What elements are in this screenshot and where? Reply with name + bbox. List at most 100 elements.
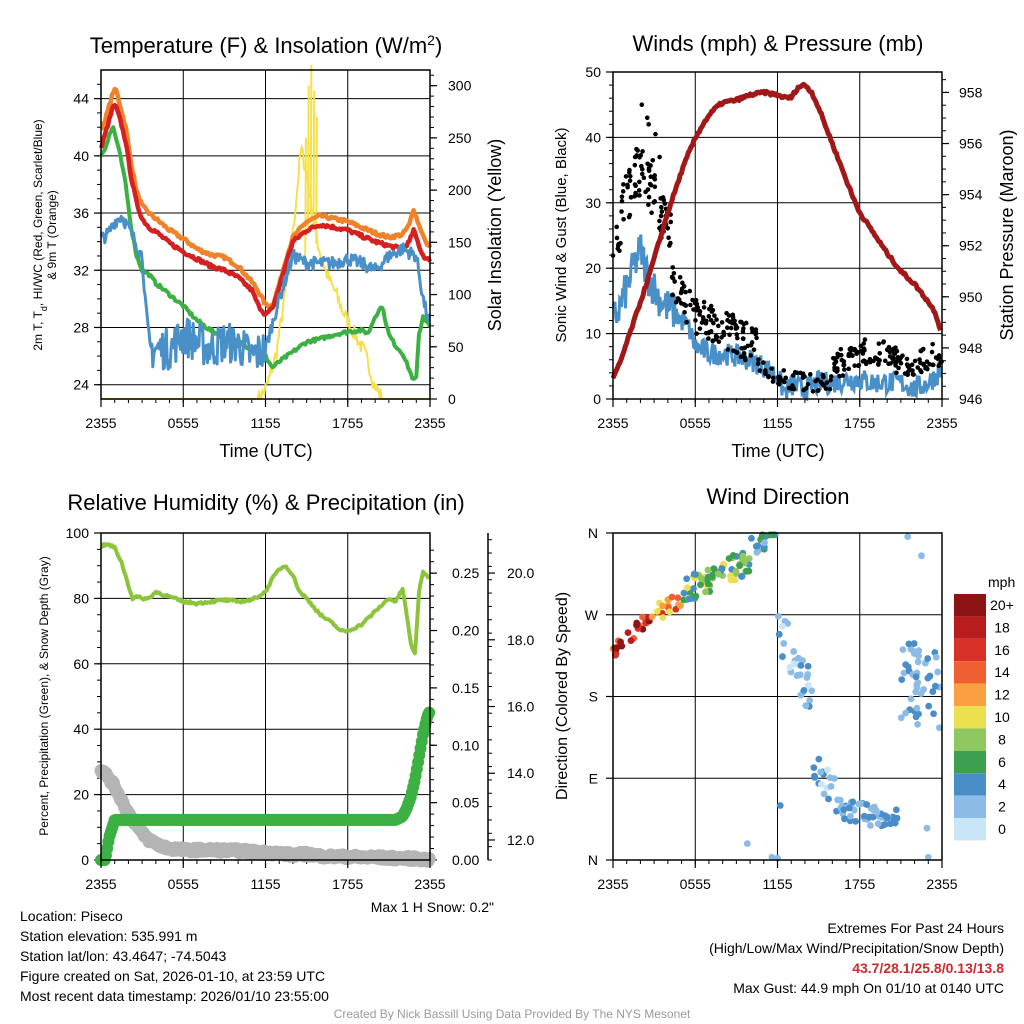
precip-y-tick-label: 0.10 (452, 737, 479, 753)
gust-point (749, 340, 755, 345)
gust-point (740, 336, 746, 341)
gust-point (693, 318, 698, 323)
speed-legend-swatch (954, 683, 986, 706)
wind-direction-point (774, 612, 782, 620)
gust-point (862, 337, 868, 342)
gust-point (770, 379, 776, 384)
gust-point (846, 366, 852, 372)
speed-legend-label: 0 (998, 821, 1006, 837)
temp-y2-tick-label: 50 (448, 339, 464, 355)
gust-point (714, 317, 719, 322)
gust-point (716, 323, 721, 329)
gust-point (751, 347, 757, 353)
gust-point (619, 198, 625, 204)
gust-point (876, 341, 882, 346)
wind-direction-point (804, 662, 812, 670)
wind-direction-point (830, 775, 838, 782)
gust-point (706, 336, 711, 341)
gust-point (917, 357, 922, 362)
gust-point (835, 351, 840, 357)
gust-point (833, 359, 839, 365)
dir-x-tick-label: 1155 (762, 876, 792, 892)
gust-point (827, 386, 833, 392)
rh-y-axis-label: Percent, Precipitation (Green), & Snow D… (37, 556, 51, 835)
wind-direction-point (902, 709, 910, 717)
wind-direction-point (932, 653, 940, 661)
temp-y-axis-label-line2: & 9m T (Orange) (45, 190, 59, 280)
gust-point (816, 388, 821, 393)
wind-direction-point (666, 608, 674, 616)
wind-direction-point (702, 588, 709, 596)
gust-point (697, 312, 702, 317)
gust-point (743, 320, 749, 326)
gust-point (783, 375, 789, 381)
speed-legend-label: 2 (998, 799, 1006, 815)
temp-x-tick-label: 1155 (250, 415, 280, 431)
gust-point (831, 355, 836, 361)
gust-point (738, 354, 744, 360)
station-pressure-line (610, 81, 943, 380)
gust-point (694, 306, 700, 311)
gust-point (893, 345, 898, 350)
wind-direction-point (897, 714, 905, 722)
gust-point (730, 315, 736, 320)
dir-x-tick-label: 2355 (597, 876, 628, 892)
gust-point (712, 313, 717, 318)
gust-point (734, 332, 740, 337)
gust-point (910, 368, 915, 373)
solar-spike (315, 116, 318, 244)
humidity-chart: 0 20 40 60 80 100 0.00 0.05 0.10 0.15 0.20 0.25 12.0… (37, 490, 534, 915)
rh-chart-title: Relative Humidity (%) & Precipitation (i… (67, 490, 464, 515)
gust-point (680, 280, 685, 286)
gust-point (646, 122, 651, 127)
wind-direction-point (867, 822, 874, 829)
wind-direction-point (800, 686, 808, 694)
temp-series-9m-t (100, 86, 433, 310)
recent-data-text: Most recent data timestamp: 2026/01/10 2… (20, 988, 329, 1004)
gust-point (876, 362, 881, 367)
wind-direction-point (668, 593, 676, 601)
gust-point (646, 165, 652, 171)
wind-direction-point (627, 637, 635, 645)
gust-point (632, 182, 638, 187)
gust-point (671, 270, 677, 276)
temp-y-tick-label: 40 (73, 148, 89, 164)
gust-point (661, 197, 667, 203)
gust-point (763, 370, 768, 375)
wind-direction-point (697, 575, 705, 583)
wind-direction-point (617, 638, 625, 646)
wind-direction-point (817, 780, 825, 788)
wind-direction-point (690, 585, 697, 592)
wind-direction-point (934, 668, 942, 676)
gust-point (929, 349, 935, 355)
gust-point (667, 243, 672, 248)
wind-direction-point (794, 671, 802, 679)
wind-direction-point (873, 808, 881, 816)
gust-point (909, 362, 915, 367)
speed-legend-label: 18 (994, 619, 1010, 635)
wind-direction-point (914, 658, 922, 666)
wind-direction-point (892, 806, 900, 814)
wind-direction-point (811, 773, 819, 781)
speed-legend-label: 8 (998, 731, 1006, 747)
wind-direction-point (732, 567, 740, 575)
gust-point (877, 350, 883, 356)
gust-point (753, 327, 759, 332)
gust-point (627, 167, 632, 173)
gust-point (794, 370, 800, 376)
gust-point (641, 175, 647, 181)
gust-point (726, 313, 732, 318)
precip-y-tick-label: 0.00 (452, 852, 479, 868)
wind-direction-point (696, 581, 704, 589)
solar-spike (309, 64, 313, 216)
wind-direction-point (633, 621, 640, 629)
dir-x-tick-label: 0555 (680, 876, 711, 892)
solar-spike (304, 137, 307, 256)
dir-y-tick-label: N (588, 525, 598, 541)
wind-direction-point (827, 782, 835, 790)
precip-y-tick-label: 0.05 (452, 795, 479, 811)
gust-point (657, 218, 662, 224)
gust-point (670, 292, 675, 298)
gust-point (848, 345, 854, 351)
gust-point (708, 317, 714, 323)
